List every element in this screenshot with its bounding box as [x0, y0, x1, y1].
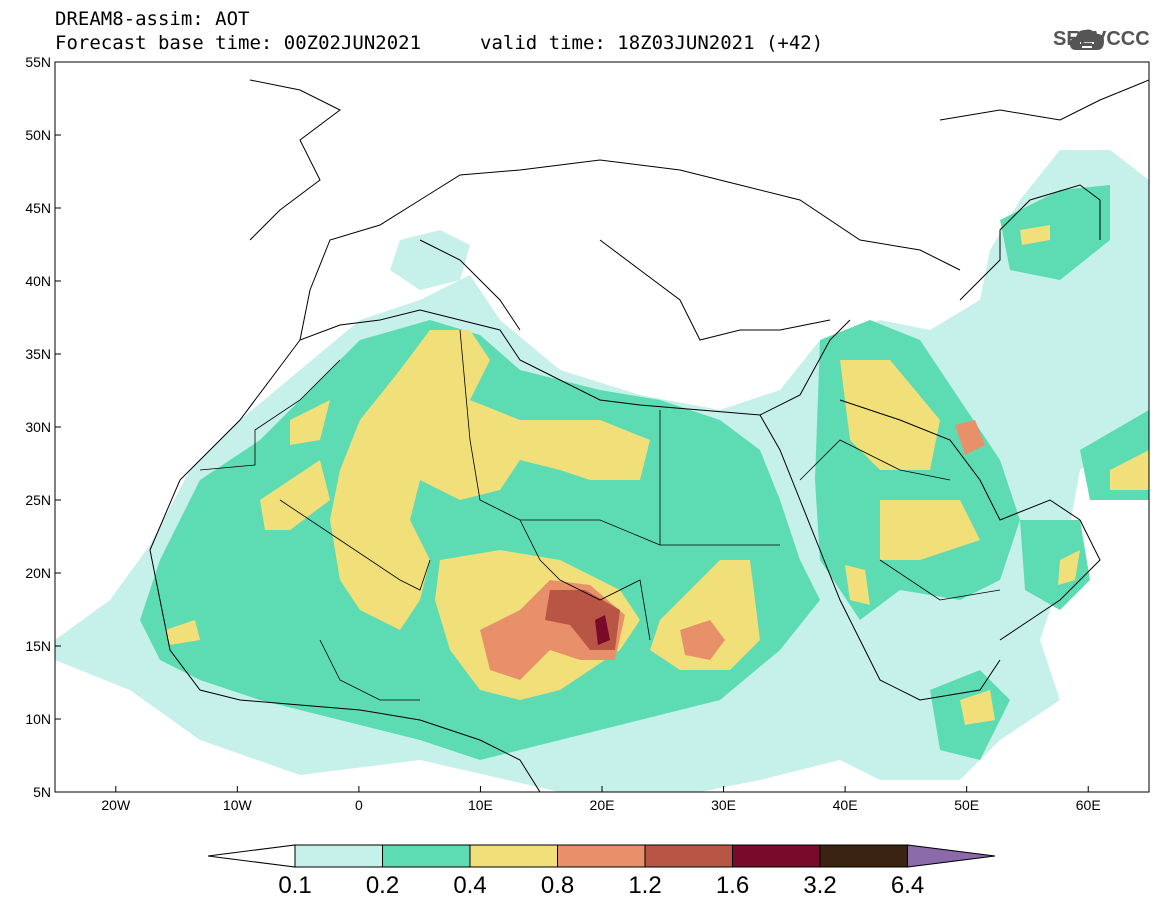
lat-label: 5N: [33, 784, 51, 800]
coastlines: [149, 79, 1149, 792]
colorbar-label: 0.8: [541, 872, 574, 899]
lat-label: 10N: [25, 711, 51, 727]
forecast-base-time: Forecast base time: 00Z02JUN2021: [55, 32, 422, 54]
colorbar-label: 1.6: [716, 872, 749, 899]
lat-label: 25N: [25, 492, 51, 508]
cloud-logo-icon: [1070, 29, 1104, 50]
lon-label: 50E: [954, 797, 979, 813]
colorbar-label: 0.1: [278, 872, 311, 899]
lat-label: 50N: [25, 127, 51, 143]
colorbar-segment: [557, 844, 646, 868]
colorbar-segment: [469, 844, 558, 868]
lat-label: 15N: [25, 638, 51, 654]
lon-label: 20W: [101, 797, 131, 813]
colorbar-segment: [819, 844, 908, 868]
lon-label: 60E: [1076, 797, 1101, 813]
colorbar-label: 0.4: [453, 872, 486, 899]
lat-label: 55N: [25, 54, 51, 70]
chart-title: DREAM8-assim: AOT: [55, 8, 250, 30]
lat-label: 40N: [25, 273, 51, 289]
colorbar-segment: [382, 844, 471, 868]
colorbar-arrow-high: [907, 844, 996, 868]
lat-label: 30N: [25, 419, 51, 435]
logo-text: SEEVCCC: [1053, 28, 1150, 50]
colorbar-label: 6.4: [891, 872, 924, 899]
lon-label: 20E: [590, 797, 615, 813]
lat-label: 20N: [25, 565, 51, 581]
colorbar-label: 0.2: [366, 872, 399, 899]
lon-label: 10W: [223, 797, 253, 813]
colorbar-arrow-low: [207, 844, 296, 868]
lon-label: 0: [355, 797, 363, 813]
colorbar-segment: [294, 844, 383, 868]
lon-label: 40E: [833, 797, 858, 813]
lon-label: 30E: [711, 797, 736, 813]
colorbar-label: 1.2: [628, 872, 661, 899]
lat-label: 35N: [25, 346, 51, 362]
colorbar-segment: [644, 844, 733, 868]
country-borders: [199, 329, 1001, 701]
aot-layer-1.6: [595, 615, 610, 645]
valid-time: valid time: 18Z03JUN2021 (+42): [480, 32, 824, 54]
lat-label: 45N: [25, 200, 51, 216]
colorbar-label: 3.2: [803, 872, 836, 899]
lon-label: 10E: [468, 797, 493, 813]
colorbar-segment: [732, 844, 821, 868]
